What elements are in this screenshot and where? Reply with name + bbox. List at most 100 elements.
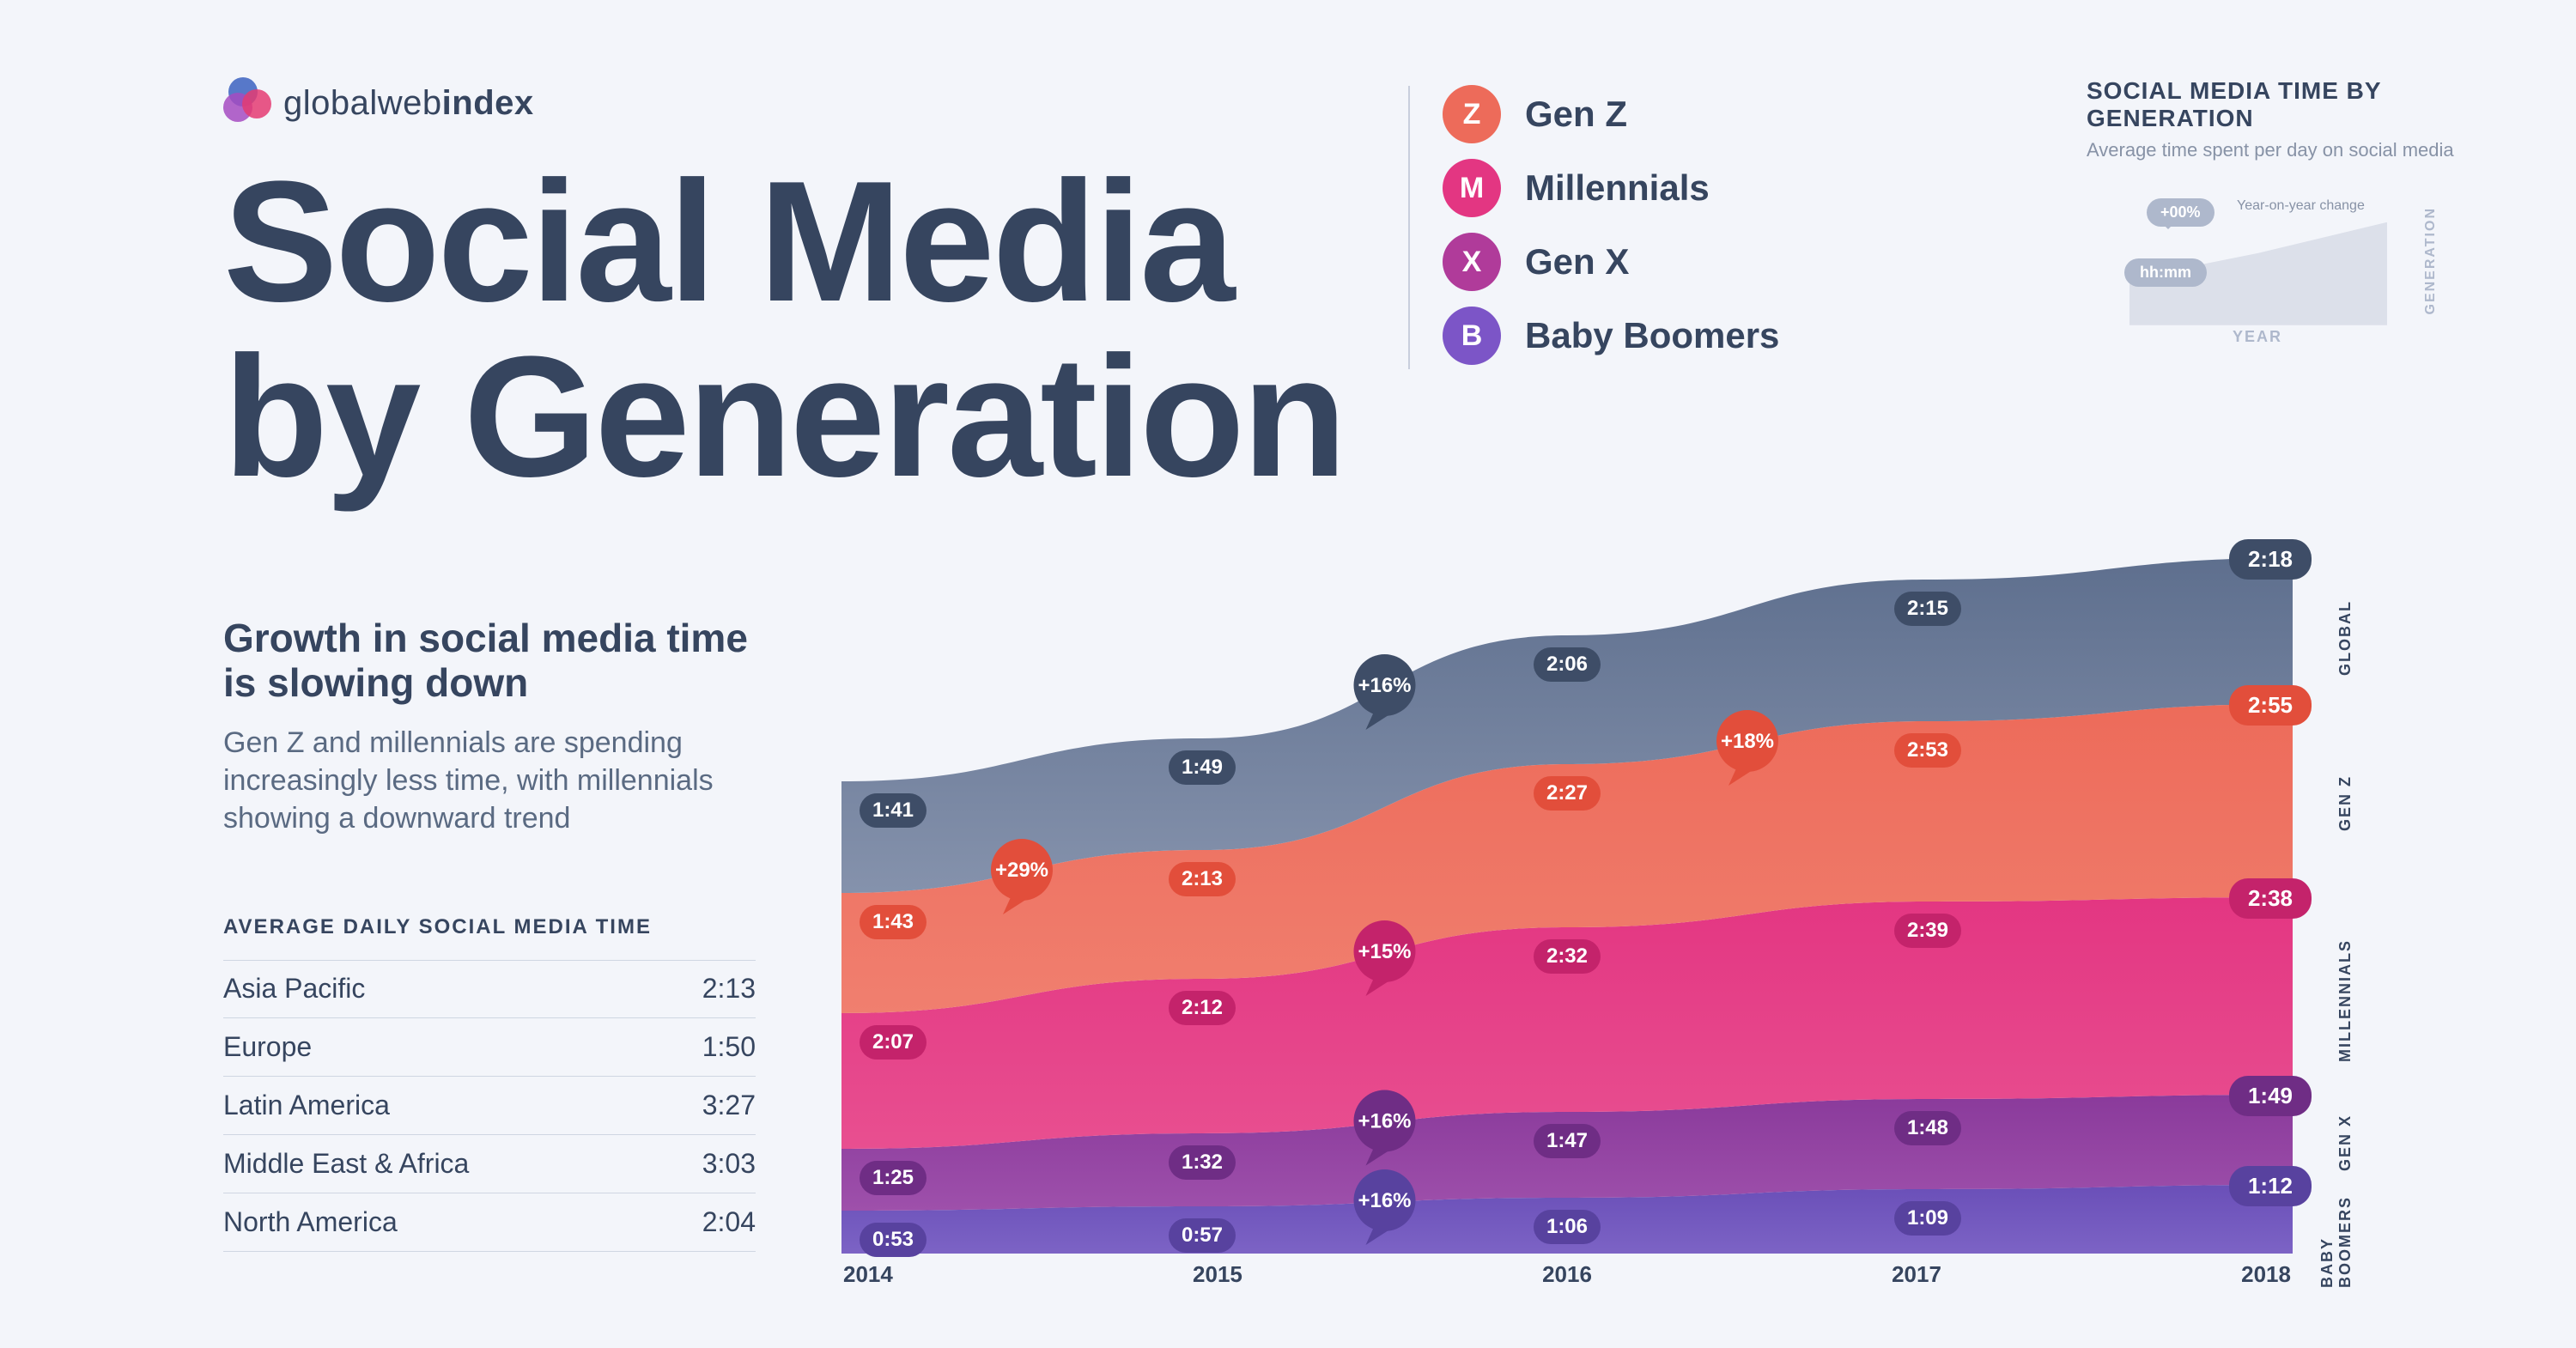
svg-text:2:32: 2:32 xyxy=(1546,944,1588,968)
value-pill: 2:12 xyxy=(1169,991,1236,1025)
region-time: 3:03 xyxy=(702,1148,756,1180)
region-name: Asia Pacific xyxy=(223,973,365,1005)
svg-text:1:47: 1:47 xyxy=(1546,1129,1588,1152)
key-visual: +00% Year-on-year change hh:mm YEAR GENE… xyxy=(2087,186,2464,341)
svg-text:+16%: +16% xyxy=(1358,1110,1411,1133)
series-label: GEN Z xyxy=(2336,775,2354,831)
svg-text:1:06: 1:06 xyxy=(1546,1215,1588,1238)
key-bubble: +00% xyxy=(2147,198,2215,227)
x-tick: 2017 xyxy=(1892,1261,1941,1288)
table-row: Latin America 3:27 xyxy=(223,1077,756,1135)
value-pill: 2:39 xyxy=(1894,914,1961,948)
brand-name-light: globalweb xyxy=(283,84,442,122)
svg-text:2:06: 2:06 xyxy=(1546,653,1588,676)
series-label: BABY BOOMERS xyxy=(2318,1157,2354,1288)
svg-text:1:41: 1:41 xyxy=(872,798,914,822)
logo-mark xyxy=(223,77,275,129)
table-title: AVERAGE DAILY SOCIAL MEDIA TIME xyxy=(223,915,756,939)
svg-text:2:53: 2:53 xyxy=(1907,738,1948,762)
svg-text:1:49: 1:49 xyxy=(1182,756,1223,779)
series-label: GLOBAL xyxy=(2336,600,2354,676)
svg-text:2:15: 2:15 xyxy=(1907,597,1948,620)
value-pill: 1:49 xyxy=(1169,750,1236,785)
region-name: Europe xyxy=(223,1031,312,1063)
svg-text:1:09: 1:09 xyxy=(1907,1206,1948,1230)
svg-text:1:25: 1:25 xyxy=(872,1166,914,1189)
series-label: MILLENNIALS xyxy=(2336,939,2354,1062)
svg-text:2:13: 2:13 xyxy=(1182,867,1223,890)
svg-text:2:07: 2:07 xyxy=(872,1030,914,1054)
table-row: Middle East & Africa 3:03 xyxy=(223,1135,756,1193)
svg-text:+16%: +16% xyxy=(1358,674,1411,697)
region-name: Latin America xyxy=(223,1090,390,1121)
x-axis: 20142015201620172018 xyxy=(841,1261,2293,1288)
value-pill: 2:27 xyxy=(1534,776,1601,811)
table-row: North America2:04 xyxy=(223,1193,756,1252)
key-title: SOCIAL MEDIA TIME BY GENERATION xyxy=(2087,77,2464,132)
legend-badge: B xyxy=(1443,307,1501,365)
logo-dot xyxy=(242,89,271,118)
region-table: AVERAGE DAILY SOCIAL MEDIA TIME Asia Pac… xyxy=(223,915,756,1252)
value-pill: 2:15 xyxy=(1894,592,1961,626)
end-value-pill: 1:49 xyxy=(2229,1076,2312,1116)
value-pill: 0:53 xyxy=(860,1223,927,1257)
subheading-block: Growth in social media time is slowing d… xyxy=(223,616,756,838)
legend-item: B Baby Boomers xyxy=(1443,299,1779,373)
key-bubble-note: Year-on-year change xyxy=(2237,198,2365,214)
svg-text:1:48: 1:48 xyxy=(1907,1116,1948,1139)
value-pill: 2:13 xyxy=(1169,862,1236,896)
legend-item: X Gen X xyxy=(1443,225,1779,299)
end-value-pill: 2:38 xyxy=(2229,878,2312,919)
title-line-2: by Generation xyxy=(223,330,2464,505)
brand-name-bold: index xyxy=(442,84,534,122)
legend-item: M Millennials xyxy=(1443,151,1779,225)
subheading-body: Gen Z and millennials are spending incre… xyxy=(223,724,756,838)
end-value-pill: 2:55 xyxy=(2229,685,2312,726)
legend-badge: M xyxy=(1443,159,1501,217)
value-pill: 0:57 xyxy=(1169,1218,1236,1253)
svg-text:+29%: +29% xyxy=(995,859,1048,882)
value-pill: 2:53 xyxy=(1894,733,1961,768)
table-row: Asia Pacific 2:13 xyxy=(223,960,756,1018)
legend-item: Z Gen Z xyxy=(1443,77,1779,151)
value-pill: 1:47 xyxy=(1534,1124,1601,1158)
x-tick: 2014 xyxy=(843,1261,893,1288)
region-name: North America xyxy=(223,1206,398,1238)
brand-name: globalwebindex xyxy=(283,84,534,123)
key-gen-label: GENERATION xyxy=(2423,207,2439,314)
x-tick: 2018 xyxy=(2241,1261,2291,1288)
legend-label: Gen X xyxy=(1525,241,1629,282)
legend-label: Gen Z xyxy=(1525,94,1627,135)
x-tick: 2016 xyxy=(1542,1261,1592,1288)
value-pill: 1:25 xyxy=(860,1161,927,1195)
legend-badge: X xyxy=(1443,233,1501,291)
region-time: 3:27 xyxy=(702,1090,756,1121)
legend-label: Millennials xyxy=(1525,167,1710,209)
value-pill: 1:09 xyxy=(1894,1201,1961,1236)
region-name: Middle East & Africa xyxy=(223,1148,469,1180)
value-pill: 1:43 xyxy=(860,905,927,939)
svg-text:2:39: 2:39 xyxy=(1907,919,1948,942)
svg-text:2:12: 2:12 xyxy=(1182,996,1223,1019)
minichart-key: SOCIAL MEDIA TIME BY GENERATION Average … xyxy=(2087,77,2464,341)
svg-text:+15%: +15% xyxy=(1358,940,1411,963)
svg-text:1:43: 1:43 xyxy=(872,910,914,933)
generation-legend: Z Gen ZM MillennialsX Gen XB Baby Boomer… xyxy=(1443,77,1779,373)
region-time: 1:50 xyxy=(702,1031,756,1063)
value-pill: 1:48 xyxy=(1894,1111,1961,1145)
legend-badge: Z xyxy=(1443,85,1501,143)
key-subtitle: Average time spent per day on social med… xyxy=(2087,139,2464,161)
subheading: Growth in social media time is slowing d… xyxy=(223,616,756,705)
region-time: 2:13 xyxy=(702,973,756,1005)
end-value-pill: 2:18 xyxy=(2229,539,2312,580)
table-row: Europe 1:50 xyxy=(223,1018,756,1077)
svg-text:2:27: 2:27 xyxy=(1546,781,1588,805)
value-pill: 1:41 xyxy=(860,793,927,828)
value-pill: 2:32 xyxy=(1534,939,1601,974)
svg-text:0:53: 0:53 xyxy=(872,1228,914,1251)
value-pill: 1:32 xyxy=(1169,1145,1236,1180)
svg-text:+16%: +16% xyxy=(1358,1189,1411,1212)
header-divider xyxy=(1408,86,1410,369)
value-pill: 1:06 xyxy=(1534,1210,1601,1244)
legend-label: Baby Boomers xyxy=(1525,315,1779,356)
